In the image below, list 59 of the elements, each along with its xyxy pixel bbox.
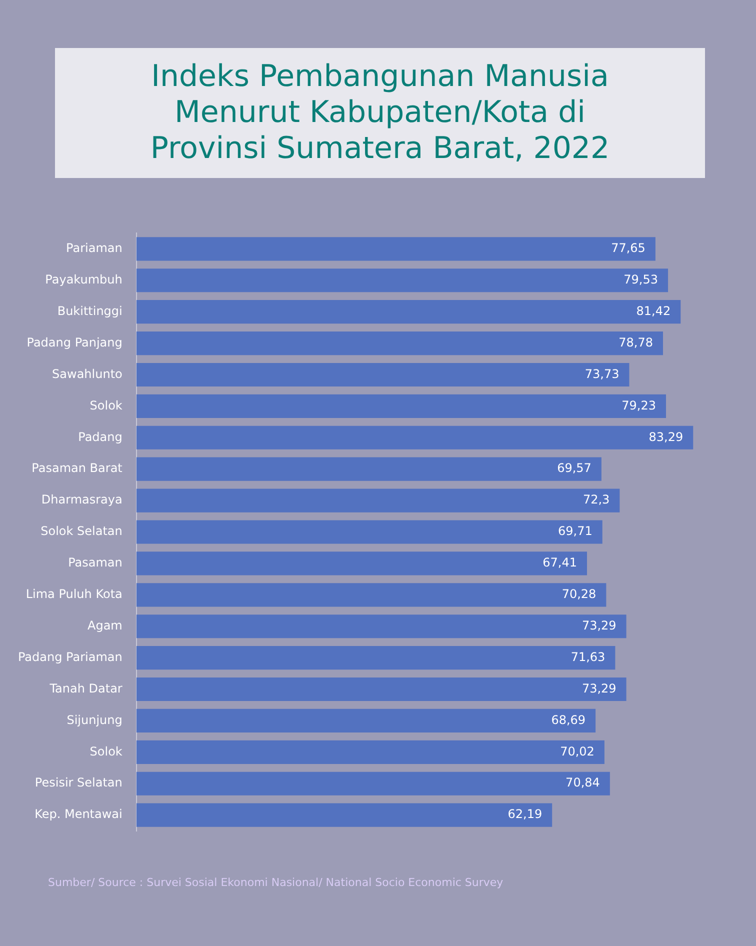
data-label: 68,69 [551, 712, 586, 727]
data-label: 73,73 [584, 366, 620, 381]
chart-title: Indeks Pembangunan Manusia Menurut Kabupaten/Kota di Provinsi Sumatera Barat, 2022 [149, 59, 611, 167]
data-label: 69,71 [558, 524, 592, 538]
data-label: 71,63 [570, 650, 606, 664]
bar [136, 394, 666, 418]
y-tick-label: Pasaman [68, 556, 122, 570]
y-tick-label: Sawahlunto [52, 366, 122, 381]
bar [136, 803, 552, 827]
bar [136, 552, 587, 576]
data-label: 79,23 [622, 398, 656, 412]
y-tick-label: Solok [90, 744, 122, 758]
bar [136, 237, 656, 261]
y-tick-label: Padang Pariaman [18, 650, 122, 664]
bar [136, 740, 604, 764]
data-label: 67,41 [542, 556, 577, 570]
y-tick-label: Kep. Mentawai [34, 807, 122, 822]
y-tick-label: Solok [90, 398, 122, 412]
text: Sumber/ Source : Survei Sosial Ekonomi Nasional/ National Socio Economic Survey [48, 876, 504, 889]
data-label: 83,29 [648, 430, 684, 444]
y-tick-label: Agam [88, 618, 122, 632]
y-tick-label: Payakumbuh [45, 272, 122, 287]
data-label: 73,29 [582, 618, 616, 632]
bar [136, 772, 610, 796]
bar [136, 646, 616, 670]
bar [136, 677, 626, 702]
y-tick-label: Padang [78, 430, 122, 444]
bar [136, 362, 630, 387]
bar [136, 457, 602, 481]
data-label: 77,65 [611, 241, 646, 256]
y-tick-label: Sijunjung [66, 712, 122, 727]
bar [136, 331, 663, 356]
bar [136, 488, 620, 512]
bar [136, 583, 606, 607]
data-label: 72,3 [582, 492, 610, 507]
y-tick-label: Pasaman Barat [32, 461, 123, 476]
y-tick-label: Pariaman [66, 241, 122, 256]
data-label: 78,78 [618, 335, 653, 350]
data-label: 62,19 [508, 807, 542, 822]
data-label: 70,84 [566, 776, 600, 790]
data-label: 70,02 [560, 744, 594, 758]
bar [136, 426, 694, 450]
bar [136, 268, 668, 292]
y-tick-label: Padang Panjang [26, 335, 122, 350]
data-label: 70,28 [562, 587, 596, 602]
bar [136, 300, 681, 324]
y-tick-label: Solok Selatan [40, 524, 122, 538]
bar [136, 520, 602, 544]
y-tick-label: Tanah Datar [48, 681, 122, 696]
bar [136, 614, 626, 638]
data-label: 73,29 [582, 681, 616, 696]
bar [136, 708, 596, 733]
y-tick-label: Pesisir Selatan [34, 776, 122, 790]
data-label: 79,53 [624, 272, 658, 287]
data-label: 81,42 [636, 304, 671, 318]
y-tick-label: Lima Puluh Kota [26, 587, 122, 602]
y-tick-label: Dharmasraya [41, 492, 122, 507]
y-tick-label: Bukittinggi [57, 304, 122, 318]
data-label: 69,57 [557, 461, 592, 476]
